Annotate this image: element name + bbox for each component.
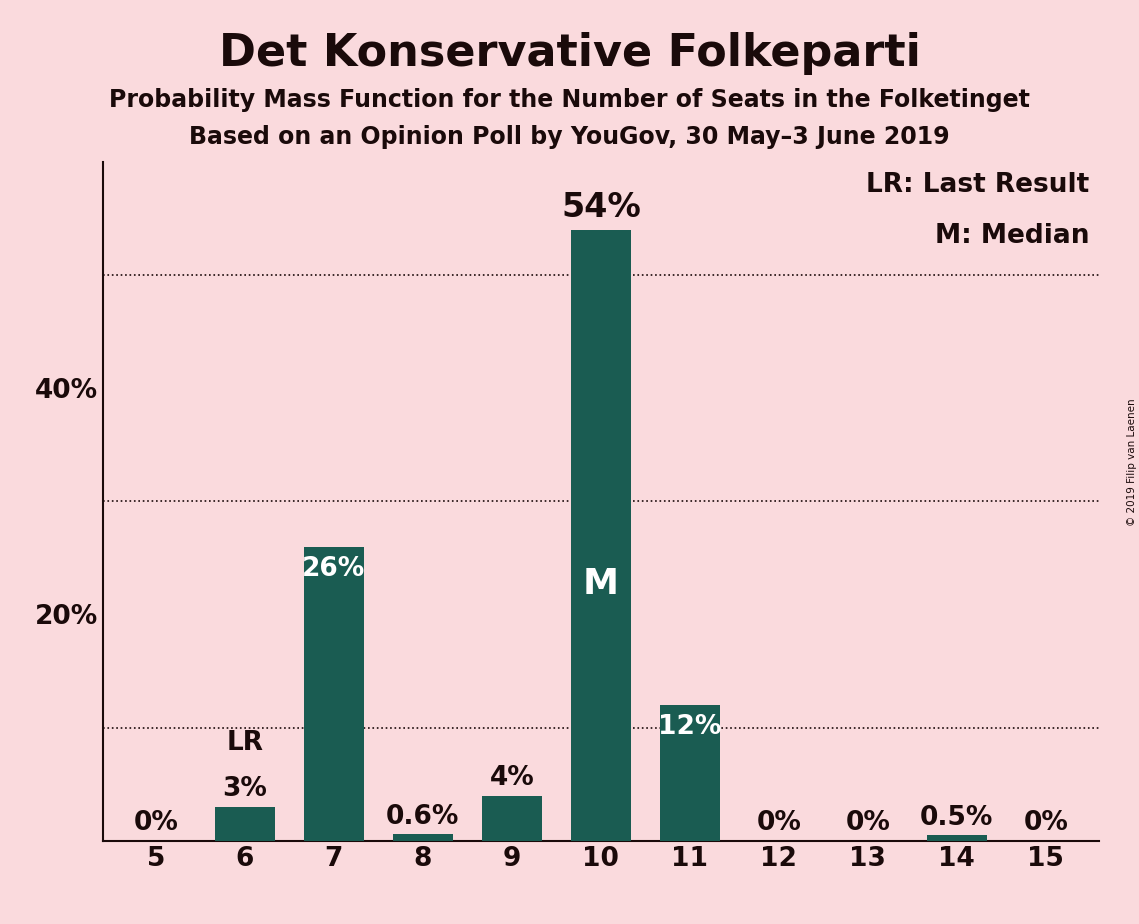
Text: 0%: 0% (133, 810, 179, 836)
Text: 0%: 0% (756, 810, 801, 836)
Text: 0.5%: 0.5% (920, 805, 993, 831)
Bar (393, 834, 453, 841)
Bar (926, 835, 988, 841)
Bar (482, 796, 542, 841)
Text: 26%: 26% (302, 555, 366, 581)
Bar (659, 705, 720, 841)
Text: 0%: 0% (845, 810, 891, 836)
Text: 3%: 3% (222, 776, 268, 802)
Text: Probability Mass Function for the Number of Seats in the Folketinget: Probability Mass Function for the Number… (109, 88, 1030, 112)
Bar (214, 807, 276, 841)
Bar (571, 230, 631, 841)
Text: © 2019 Filip van Laenen: © 2019 Filip van Laenen (1126, 398, 1137, 526)
Text: M: M (583, 567, 618, 602)
Text: 0%: 0% (1023, 810, 1068, 836)
Text: 54%: 54% (560, 191, 641, 224)
Text: 0.6%: 0.6% (386, 804, 459, 830)
Text: M: Median: M: Median (935, 223, 1089, 249)
Text: 4%: 4% (490, 765, 534, 791)
Text: 12%: 12% (658, 714, 721, 740)
Text: LR: LR (227, 730, 263, 756)
Text: Det Konservative Folkeparti: Det Konservative Folkeparti (219, 32, 920, 76)
Text: Based on an Opinion Poll by YouGov, 30 May–3 June 2019: Based on an Opinion Poll by YouGov, 30 M… (189, 125, 950, 149)
Text: LR: Last Result: LR: Last Result (866, 172, 1089, 198)
Bar (304, 547, 364, 841)
